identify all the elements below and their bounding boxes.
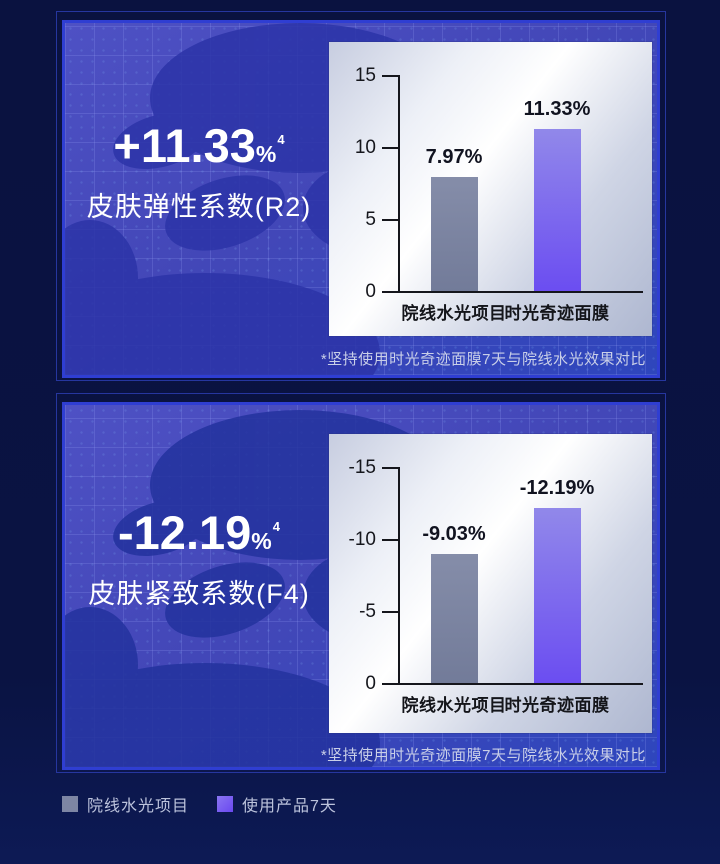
y-tick-label: 0	[365, 673, 376, 694]
footnote-marker: 4	[277, 132, 285, 147]
footnote: *坚持使用时光奇迹面膜7天与院线水光效果对比	[320, 351, 646, 368]
bar-chart-firmness: -15 -10 -5 0 -9.03% -12.19% 院线水光项目 时光奇迹面…	[329, 434, 652, 733]
y-tick	[382, 467, 398, 469]
footnote: *坚持使用时光奇迹面膜7天与院线水光效果对比	[320, 747, 646, 764]
y-tick-label: -5	[359, 601, 376, 622]
stat-value: -12.19%4	[118, 509, 280, 556]
category-label: 时光奇迹面膜	[504, 696, 610, 715]
bar-salon	[431, 554, 478, 684]
bar-chart-elasticity: 15 10 5 0 7.97% 11.33% 院线水光项目 时光奇迹面膜	[329, 42, 652, 336]
x-axis-line	[382, 291, 643, 293]
bar-value-label: 11.33%	[523, 98, 591, 120]
stat-summary: -12.19%4 皮肤紧致系数(F4)	[65, 379, 333, 741]
x-axis-line	[382, 683, 643, 685]
bar-value-label: 7.97%	[425, 146, 483, 168]
stat-label: 皮肤弹性系数(R2)	[86, 192, 312, 222]
y-tick-label: 0	[365, 281, 376, 302]
y-tick	[382, 147, 398, 149]
legend-label: 院线水光项目	[87, 798, 190, 815]
bar-mask-product	[534, 129, 581, 292]
stat-number: -12.19	[118, 506, 252, 559]
plot-area: 7.97% 11.33%	[329, 76, 652, 292]
y-tick-label: 10	[354, 137, 376, 158]
category-label: 院线水光项目	[401, 304, 507, 323]
category-label: 院线水光项目	[401, 696, 507, 715]
y-axis-line	[398, 75, 400, 293]
y-tick	[382, 219, 398, 221]
stat-number: +11.33	[113, 119, 256, 172]
percent-sign: %	[255, 141, 277, 167]
chart-card: -15 -10 -5 0 -9.03% -12.19% 院线水光项目 时光奇迹面…	[329, 434, 652, 733]
bar-value-label: -9.03%	[422, 523, 486, 545]
plot-area: -9.03% -12.19%	[329, 468, 652, 684]
y-tick-label: -10	[348, 529, 376, 550]
y-tick	[382, 611, 398, 613]
y-tick	[382, 539, 398, 541]
legend-swatch-purple	[217, 796, 234, 812]
chart-card: 15 10 5 0 7.97% 11.33% 院线水光项目 时光奇迹面膜	[329, 42, 652, 336]
legend: 院线水光项目 使用产品7天	[62, 792, 337, 816]
percent-sign: %	[251, 528, 272, 554]
y-tick-label: 15	[354, 65, 376, 86]
legend-item-product: 使用产品7天	[217, 792, 337, 816]
bar-salon	[431, 177, 478, 292]
stat-panel-elasticity: +11.33%4 皮肤弹性系数(R2) 15 10 5 0 7.97% 11.3…	[56, 11, 666, 381]
legend-item-salon: 院线水光项目	[62, 792, 189, 816]
bar-value-label: -12.19%	[519, 477, 595, 499]
bar-mask-product	[534, 508, 581, 684]
legend-label: 使用产品7天	[242, 798, 337, 815]
y-tick-label: 5	[365, 209, 376, 230]
stat-summary: +11.33%4 皮肤弹性系数(R2)	[65, 0, 333, 349]
legend-swatch-gray	[62, 796, 78, 812]
stat-value: +11.33%4	[113, 122, 284, 169]
y-axis-line	[398, 467, 400, 685]
footnote-marker: 4	[272, 519, 280, 534]
stat-panel-firmness: -12.19%4 皮肤紧致系数(F4) -15 -10 -5 0 -9.03% …	[56, 393, 666, 773]
y-tick	[382, 75, 398, 77]
category-label: 时光奇迹面膜	[504, 304, 610, 323]
stat-label: 皮肤紧致系数(F4)	[88, 579, 310, 609]
y-tick-label: -15	[348, 457, 376, 478]
